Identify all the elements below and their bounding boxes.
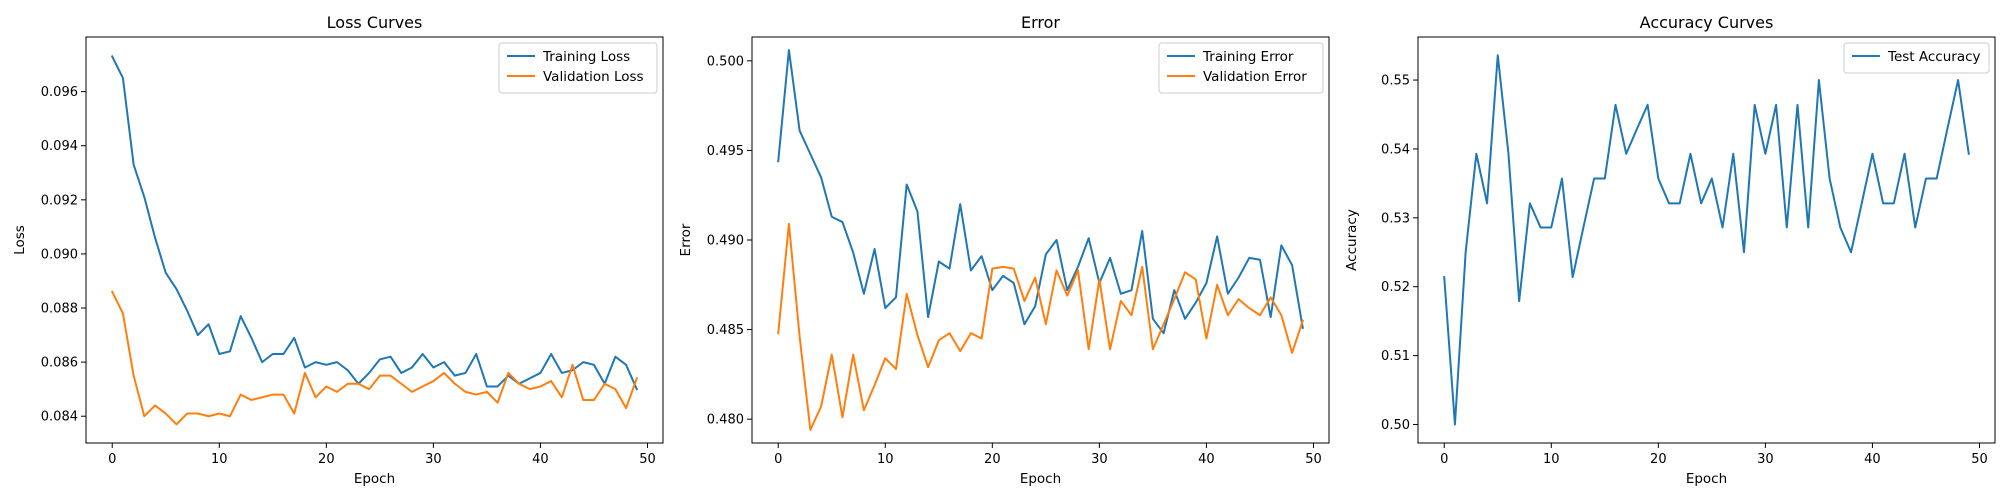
x-tick-label: 10: [211, 452, 228, 467]
legend-label: Training Loss: [542, 49, 630, 65]
series-line-1: [1443, 54, 1970, 426]
x-tick-label: 30: [1091, 452, 1108, 467]
x-tick-label: 0: [108, 452, 116, 467]
y-tick-label: 0.55: [1381, 74, 1410, 89]
y-tick-label: 0.088: [41, 302, 78, 317]
y-axis-label: Accuracy: [1344, 209, 1360, 271]
chart-panel-2: 0 10 20 30 40 50 0.480 0.485 0.490 0.495 0.500 Erro…: [678, 13, 1330, 487]
y-tick-label: 0.096: [41, 85, 78, 100]
x-axis-label: Epoch: [354, 471, 395, 487]
y-axis-label: Error: [678, 223, 694, 256]
legend-label: Validation Loss: [543, 69, 644, 85]
chart-title: Accuracy Curves: [1640, 13, 1774, 32]
y-tick-label: 0.52: [1381, 280, 1410, 295]
legend: Test Accuracy: [1843, 42, 1990, 74]
chart-title: Loss Curves: [327, 13, 423, 32]
y-tick-label: 0.50: [1381, 418, 1410, 433]
legend-label: Test Accuracy: [1887, 49, 1981, 65]
x-tick-label: 50: [639, 452, 656, 467]
x-tick-label: 50: [1305, 452, 1322, 467]
y-tick-label: 0.500: [707, 54, 744, 69]
chart-title: Error: [1021, 13, 1060, 32]
y-tick-label: 0.094: [41, 139, 78, 154]
y-tick-label: 0.086: [41, 356, 78, 371]
x-tick-label: 10: [1543, 452, 1560, 467]
y-tick-label: 0.084: [41, 410, 78, 425]
legend-box: [1158, 42, 1324, 94]
y-axis-label: Loss: [12, 225, 28, 255]
legend-label: Training Error: [1202, 49, 1294, 65]
x-tick-label: 0: [1440, 452, 1448, 467]
y-tick-label: 0.495: [707, 144, 744, 159]
x-tick-label: 30: [1757, 452, 1774, 467]
x-tick-label: 10: [877, 452, 894, 467]
y-tick-label: 0.092: [41, 193, 78, 208]
plot-frame: [1417, 36, 1996, 444]
chart-panel-1: 0 10 20 30 40 50 0.084 0.086 0.088 0.090 0.092 0.09…: [12, 13, 664, 487]
series-line-2: [110, 290, 639, 426]
legend: Training Error Validation Error: [1158, 42, 1324, 94]
series-line-1: [110, 55, 639, 391]
chart-panel-3: 0 10 20 30 40 50 0.50 0.51 0.52 0.53 0.54 0.55 Accur…: [1344, 13, 1996, 487]
x-tick-label: 40: [1864, 452, 1881, 467]
x-tick-label: 0: [774, 452, 782, 467]
y-tick-label: 0.485: [707, 323, 744, 338]
plot-frame: [751, 36, 1330, 444]
x-tick-label: 50: [1971, 452, 1988, 467]
x-tick-label: 20: [984, 452, 1001, 467]
legend-box: [498, 42, 658, 94]
x-tick-label: 40: [1198, 452, 1215, 467]
y-tick-label: 0.53: [1381, 211, 1410, 226]
y-tick-label: 0.490: [707, 234, 744, 249]
plot-frame: [85, 36, 664, 444]
legend: Training Loss Validation Loss: [498, 42, 658, 94]
legend-label: Validation Error: [1203, 69, 1307, 85]
x-tick-label: 30: [425, 452, 442, 467]
x-tick-label: 20: [318, 452, 335, 467]
series-line-1: [777, 49, 1304, 335]
x-axis-label: Epoch: [1686, 471, 1727, 487]
series-line-2: [777, 222, 1305, 431]
y-tick-label: 0.51: [1381, 349, 1410, 364]
y-tick-label: 0.090: [41, 247, 78, 262]
x-axis-label: Epoch: [1020, 471, 1061, 487]
y-tick-label: 0.480: [707, 413, 744, 428]
x-tick-label: 40: [532, 452, 549, 467]
x-tick-label: 20: [1650, 452, 1667, 467]
legend-box: [1843, 42, 1990, 74]
y-tick-label: 0.54: [1381, 142, 1410, 157]
